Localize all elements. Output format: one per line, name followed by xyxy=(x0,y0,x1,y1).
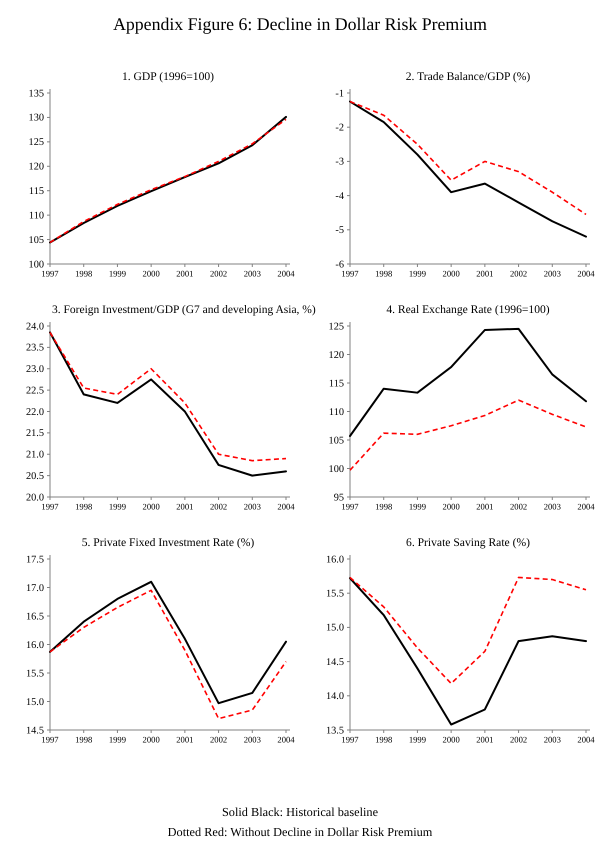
svg-text:2004: 2004 xyxy=(577,268,595,278)
svg-text:2003: 2003 xyxy=(244,734,261,744)
svg-text:2000: 2000 xyxy=(443,501,460,511)
svg-text:100: 100 xyxy=(329,464,344,475)
svg-text:6. Private Saving Rate (%): 6. Private Saving Rate (%) xyxy=(406,536,530,549)
svg-text:17.5: 17.5 xyxy=(26,554,44,565)
svg-text:2003: 2003 xyxy=(244,268,261,278)
svg-text:2001: 2001 xyxy=(176,268,193,278)
svg-text:2002: 2002 xyxy=(510,501,527,511)
svg-text:1997: 1997 xyxy=(41,501,59,511)
svg-text:2002: 2002 xyxy=(510,734,527,744)
svg-text:120: 120 xyxy=(29,162,44,173)
svg-text:16.0: 16.0 xyxy=(26,640,44,651)
svg-text:1998: 1998 xyxy=(75,268,92,278)
svg-text:1997: 1997 xyxy=(41,268,59,278)
svg-text:1999: 1999 xyxy=(109,734,126,744)
svg-text:2004: 2004 xyxy=(277,734,295,744)
svg-text:-3: -3 xyxy=(335,157,344,168)
svg-text:21.5: 21.5 xyxy=(26,428,44,439)
svg-text:105: 105 xyxy=(329,435,344,446)
svg-text:16.5: 16.5 xyxy=(26,611,44,622)
svg-text:15.5: 15.5 xyxy=(26,668,44,679)
svg-text:17.0: 17.0 xyxy=(26,583,44,594)
svg-text:2000: 2000 xyxy=(143,268,160,278)
svg-text:105: 105 xyxy=(29,235,44,246)
svg-text:125: 125 xyxy=(29,137,44,148)
svg-text:1998: 1998 xyxy=(375,734,392,744)
svg-text:23.5: 23.5 xyxy=(26,343,44,354)
svg-text:-2: -2 xyxy=(335,123,344,134)
svg-text:2001: 2001 xyxy=(476,501,493,511)
svg-text:130: 130 xyxy=(29,113,44,124)
svg-text:115: 115 xyxy=(29,186,44,197)
svg-text:14.0: 14.0 xyxy=(326,691,344,702)
svg-text:14.5: 14.5 xyxy=(326,657,344,668)
svg-text:2002: 2002 xyxy=(210,501,227,511)
svg-text:22.0: 22.0 xyxy=(26,407,44,418)
svg-text:2004: 2004 xyxy=(577,501,595,511)
svg-text:21.0: 21.0 xyxy=(26,450,44,461)
svg-text:2001: 2001 xyxy=(176,501,193,511)
svg-text:1997: 1997 xyxy=(341,734,359,744)
svg-text:2000: 2000 xyxy=(443,734,460,744)
svg-text:2003: 2003 xyxy=(544,501,561,511)
svg-text:16.0: 16.0 xyxy=(326,554,344,565)
svg-text:2003: 2003 xyxy=(244,501,261,511)
svg-text:24.0: 24.0 xyxy=(26,321,44,332)
svg-text:1. GDP (1996=100): 1. GDP (1996=100) xyxy=(122,70,214,83)
svg-text:1997: 1997 xyxy=(341,501,359,511)
svg-text:120: 120 xyxy=(329,350,344,361)
svg-text:2001: 2001 xyxy=(476,268,493,278)
svg-text:1997: 1997 xyxy=(341,268,359,278)
svg-text:1997: 1997 xyxy=(41,734,59,744)
svg-text:3. Foreign Investment/GDP (G7: 3. Foreign Investment/GDP (G7 and develo… xyxy=(52,304,316,316)
svg-text:2000: 2000 xyxy=(443,268,460,278)
svg-text:2000: 2000 xyxy=(143,501,160,511)
svg-text:2002: 2002 xyxy=(210,268,227,278)
svg-text:2003: 2003 xyxy=(544,268,561,278)
svg-text:2004: 2004 xyxy=(277,501,295,511)
svg-text:20.5: 20.5 xyxy=(26,471,44,482)
svg-text:23.0: 23.0 xyxy=(26,364,44,375)
svg-text:4. Real Exchange Rate (1996=10: 4. Real Exchange Rate (1996=100) xyxy=(386,303,549,316)
svg-text:1999: 1999 xyxy=(109,501,126,511)
svg-text:2004: 2004 xyxy=(277,268,295,278)
svg-text:125: 125 xyxy=(329,321,344,332)
svg-text:1999: 1999 xyxy=(109,268,126,278)
svg-text:135: 135 xyxy=(29,88,44,99)
svg-text:1999: 1999 xyxy=(409,268,426,278)
svg-text:-5: -5 xyxy=(335,225,344,236)
svg-text:2001: 2001 xyxy=(476,734,493,744)
svg-text:15.0: 15.0 xyxy=(26,697,44,708)
svg-text:1999: 1999 xyxy=(409,734,426,744)
svg-text:1999: 1999 xyxy=(409,501,426,511)
svg-text:2001: 2001 xyxy=(176,734,193,744)
svg-text:2003: 2003 xyxy=(544,734,561,744)
svg-text:2. Trade Balance/GDP (%): 2. Trade Balance/GDP (%) xyxy=(406,70,531,83)
svg-text:5. Private Fixed Investment Ra: 5. Private Fixed Investment Rate (%) xyxy=(82,536,255,549)
svg-text:110: 110 xyxy=(329,407,344,418)
svg-text:-4: -4 xyxy=(335,191,344,202)
svg-text:15.0: 15.0 xyxy=(326,623,344,634)
svg-text:1998: 1998 xyxy=(75,501,92,511)
svg-text:-1: -1 xyxy=(335,88,344,99)
svg-text:1998: 1998 xyxy=(75,734,92,744)
svg-text:2004: 2004 xyxy=(577,734,595,744)
svg-text:2002: 2002 xyxy=(510,268,527,278)
svg-text:22.5: 22.5 xyxy=(26,385,44,396)
svg-text:115: 115 xyxy=(329,378,344,389)
svg-text:2000: 2000 xyxy=(143,734,160,744)
svg-text:1998: 1998 xyxy=(375,501,392,511)
svg-text:110: 110 xyxy=(29,210,44,221)
svg-text:2002: 2002 xyxy=(210,734,227,744)
svg-text:1998: 1998 xyxy=(375,268,392,278)
svg-text:15.5: 15.5 xyxy=(326,589,344,600)
